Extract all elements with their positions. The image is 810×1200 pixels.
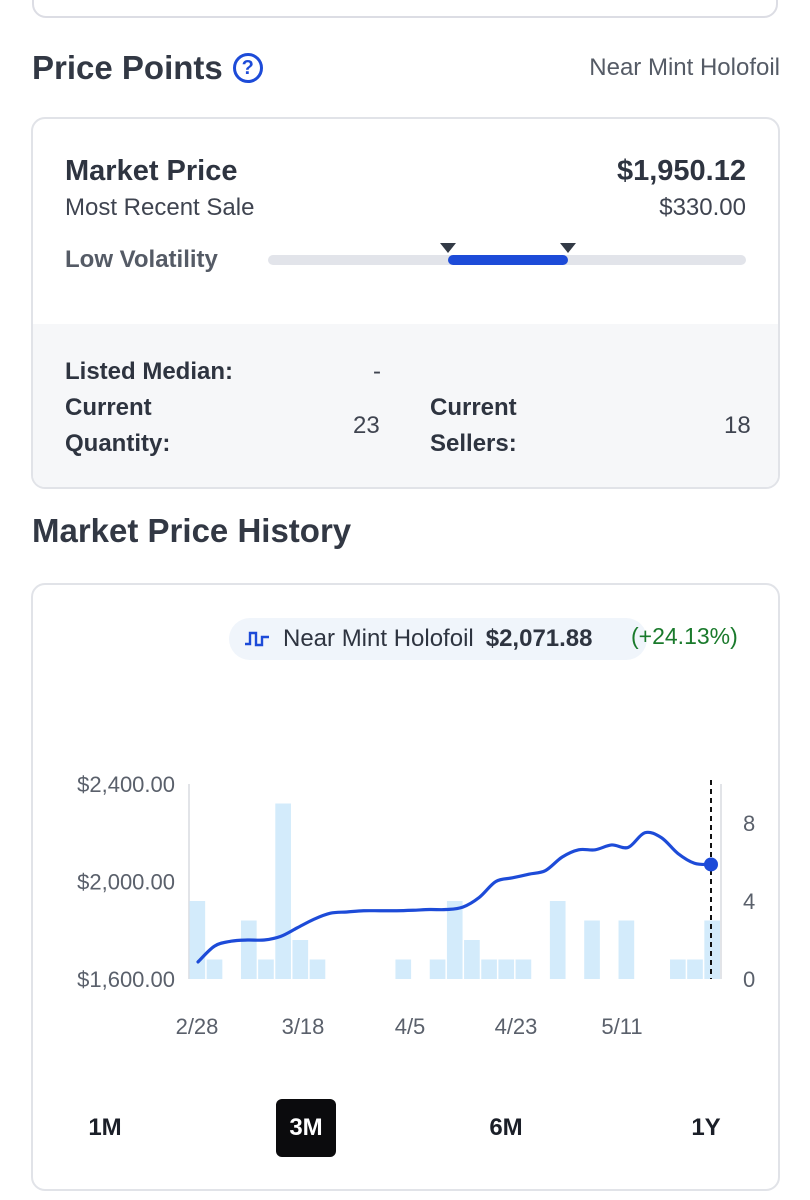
price-history-card: Near Mint Holofoil $2,071.88 (+24.13%) $…	[31, 583, 780, 1191]
volatility-row: Low Volatility	[65, 243, 746, 274]
y-tick-label: $2,400.00	[77, 772, 175, 797]
price-points-header: Price Points ? Near Mint Holofoil	[32, 44, 780, 92]
price-history-chart[interactable]: $2,400.00 $2,000.00 $1,600.00 8 4 0 2/28 3/18 4/…	[33, 585, 780, 1085]
volume-bar	[670, 959, 686, 979]
volume-bar	[189, 901, 206, 979]
range-button-3m[interactable]: 3M	[276, 1099, 336, 1157]
legend-price: $2,071.88	[485, 625, 593, 652]
legend-series-name: Near Mint Holofoil	[283, 625, 474, 652]
market-price-value: $1,950.12	[616, 155, 746, 187]
current-quantity-value: 23	[353, 412, 380, 439]
volume-bar	[309, 959, 326, 979]
volume-bar	[515, 959, 532, 979]
volume-bar	[292, 940, 309, 979]
volatility-label: Low Volatility	[65, 246, 218, 273]
step-line-icon	[245, 631, 269, 647]
range-button-1y[interactable]: 1Y	[691, 1114, 721, 1141]
price-summary: Market Price $1,950.12 Most Recent Sale …	[33, 119, 778, 324]
volume-bar	[618, 920, 635, 979]
volume-bar	[549, 901, 566, 979]
listing-stats: Listed Median: - Current Quantity: 23 Cu…	[33, 324, 778, 487]
current-sellers-value: 18	[724, 412, 751, 439]
volume-bar	[429, 959, 446, 979]
volatility-track	[268, 243, 746, 265]
market-price-history-title: Market Price History	[32, 512, 352, 549]
hover-point	[704, 857, 718, 872]
range-button-1m[interactable]: 1M	[88, 1114, 122, 1141]
volume-bar	[464, 940, 480, 979]
current-quantity-label: Current Quantity:	[65, 394, 171, 457]
volume-bar	[240, 920, 257, 979]
legend-change: (+24.13%)	[631, 623, 738, 649]
volume-bar	[481, 959, 497, 979]
y-tick-label: $1,600.00	[77, 967, 175, 992]
price-points-title-group: Price Points ?	[32, 49, 263, 87]
y-tick-label: $2,000.00	[77, 870, 175, 895]
previous-card-edge	[32, 0, 778, 18]
listed-median-label: Listed Median:	[65, 358, 234, 385]
price-points-title: Price Points	[32, 49, 223, 86]
y2-tick-label: 0	[743, 967, 755, 992]
volume-bar	[687, 959, 703, 979]
x-tick-label: 4/23	[495, 1014, 538, 1039]
condition-label: Near Mint Holofoil	[589, 54, 780, 81]
x-tick-label: 3/18	[282, 1014, 325, 1039]
range-button-6m[interactable]: 6M	[489, 1114, 523, 1141]
volatility-range-fill	[448, 255, 569, 265]
volume-bar	[584, 920, 600, 979]
legend-pill[interactable]: Near Mint Holofoil $2,071.88	[229, 618, 647, 660]
volume-bar	[446, 901, 463, 979]
volume-bar	[258, 959, 274, 979]
volume-bar	[704, 920, 720, 979]
market-price-label: Market Price	[65, 155, 238, 187]
current-sellers-label: Current Sellers:	[430, 394, 517, 457]
x-tick-label: 2/28	[176, 1014, 219, 1039]
x-tick-label: 4/5	[395, 1014, 426, 1039]
price-points-card: Market Price $1,950.12 Most Recent Sale …	[31, 117, 780, 489]
recent-sale-value: $330.00	[659, 194, 746, 221]
y2-tick-label: 8	[743, 811, 755, 836]
volatility-marker-low-icon	[440, 243, 457, 253]
price-line	[196, 830, 713, 964]
question-circle-icon[interactable]: ?	[232, 53, 263, 83]
volume-bar	[395, 959, 412, 979]
volume-bar	[498, 959, 515, 979]
recent-sale-label: Most Recent Sale	[65, 194, 255, 221]
volatility-marker-high-icon	[560, 243, 577, 253]
volume-bar	[275, 803, 291, 979]
y2-tick-label: 4	[743, 889, 755, 914]
listed-median-value: -	[373, 358, 381, 385]
range-selector: 1M 3M 6M 1Y	[33, 1095, 778, 1157]
x-tick-label: 5/11	[601, 1014, 642, 1039]
volume-bar	[206, 959, 223, 979]
